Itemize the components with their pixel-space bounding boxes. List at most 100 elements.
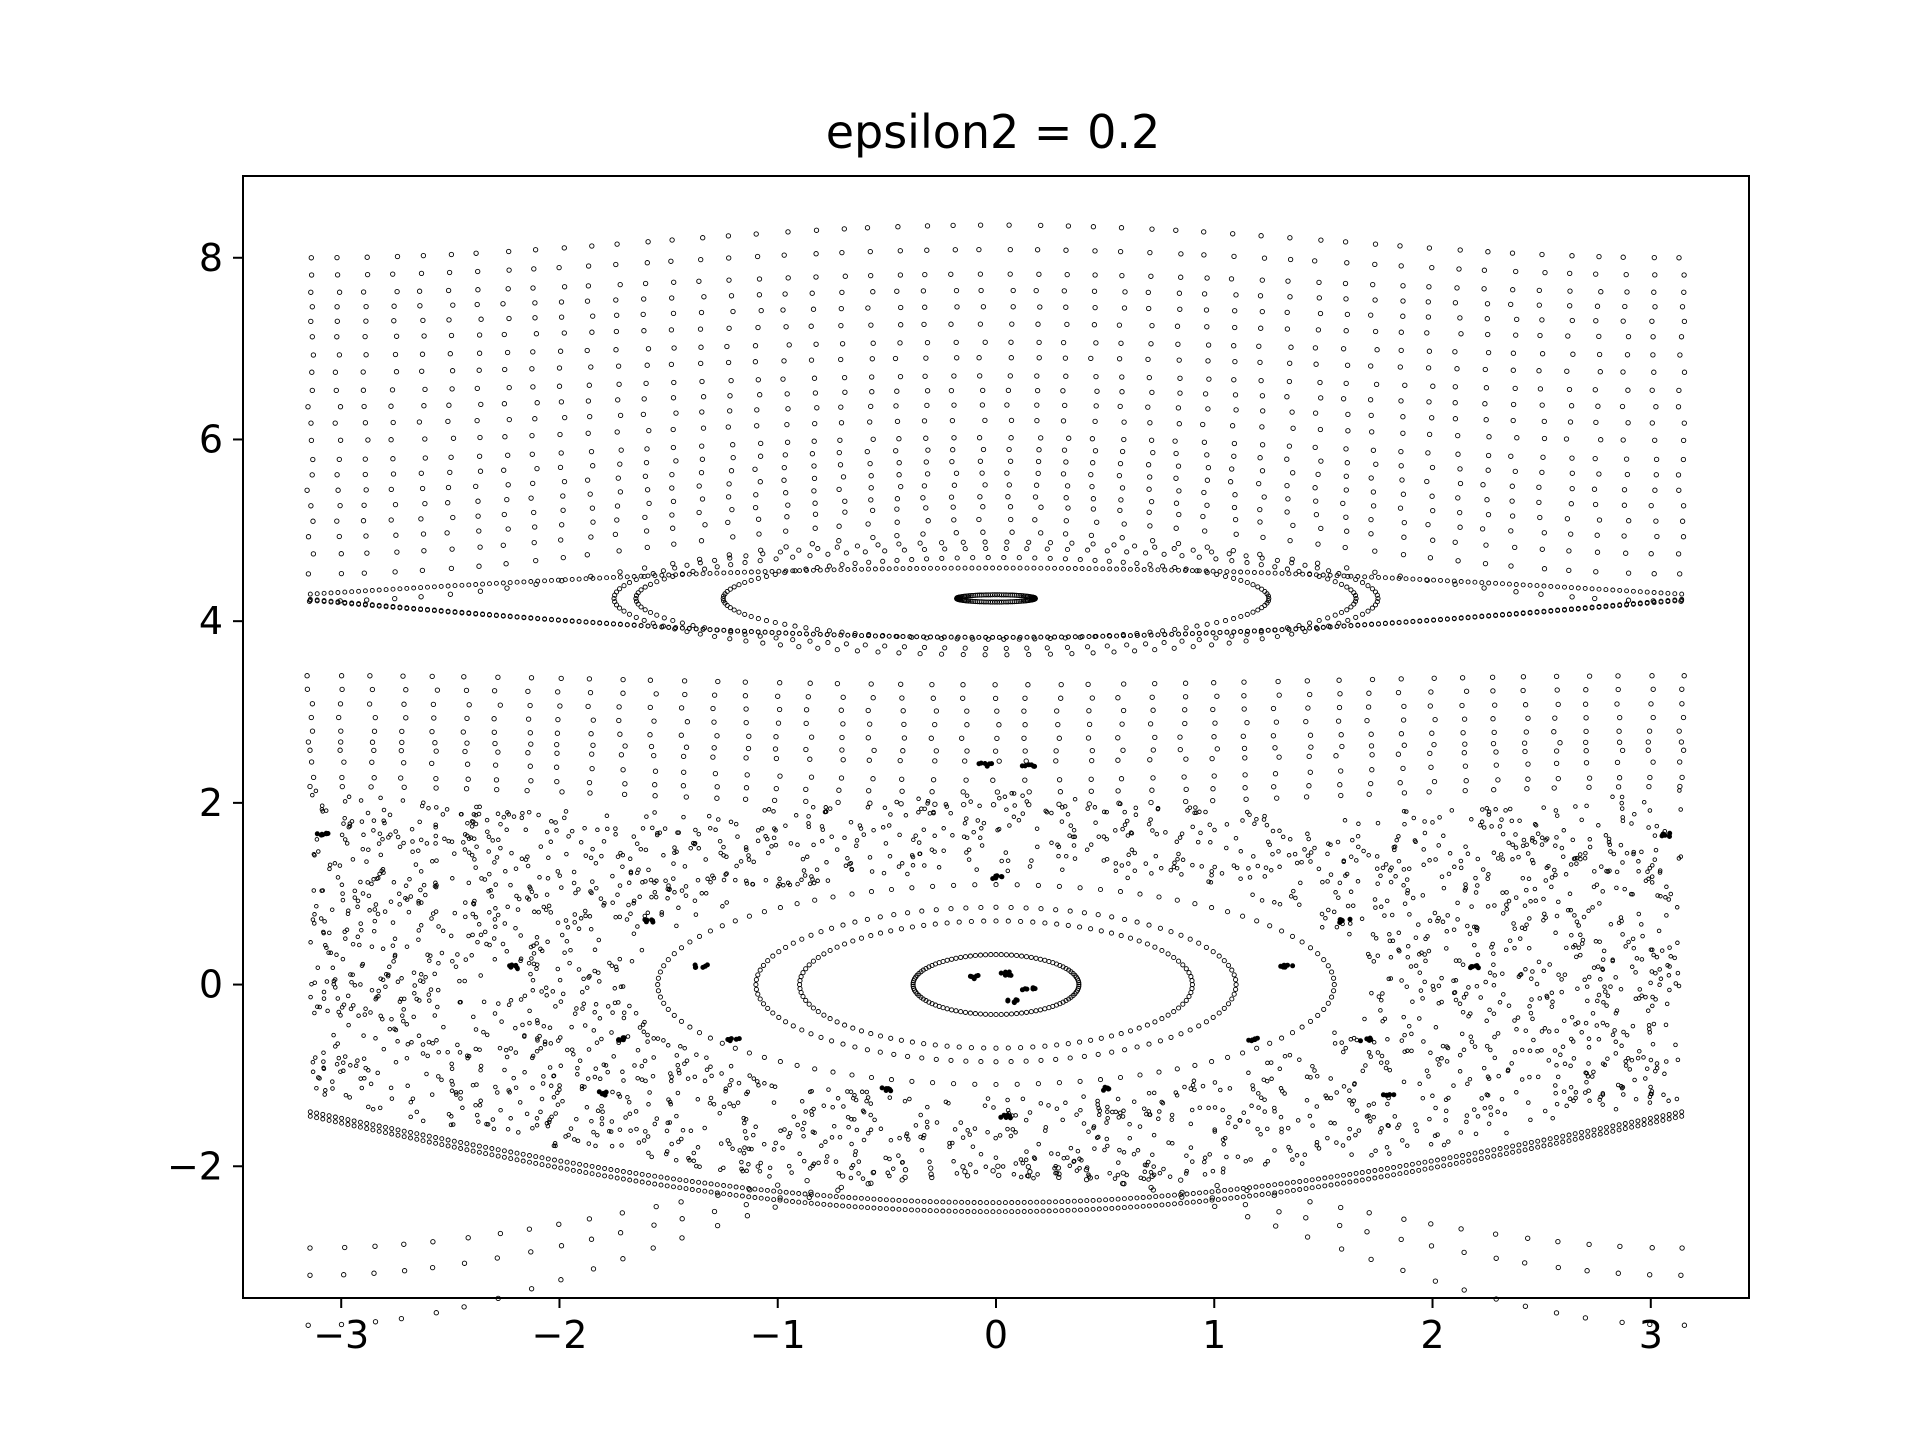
orbit-point [1146,486,1152,492]
orbit-point [587,413,593,420]
orbit-point [530,285,536,291]
orbit-point [1510,350,1517,356]
orbit-point [640,411,647,418]
orbit-point [728,468,735,474]
orbit-point [920,531,926,537]
orbit-point [725,233,732,239]
orbit-point [500,301,506,307]
orbit-point [814,405,820,411]
orbit-point [362,456,368,462]
orbit-point [390,419,396,426]
orbit-point [1119,448,1126,455]
orbit-point [1177,390,1183,396]
orbit-point [308,289,314,295]
orbit-point [701,294,707,300]
orbit-point [1592,455,1598,462]
orbit-point [448,565,455,572]
orbit-point [864,225,871,231]
orbit-point [558,314,565,320]
orbit-point [1676,487,1682,493]
orbit-point [560,493,566,499]
orbit-point [1176,488,1182,494]
orbit-point [449,368,456,374]
orbit-point [1201,229,1207,235]
orbit-point [953,287,960,294]
orbit-point [1677,571,1683,577]
orbit-point [669,237,675,243]
orbit-point [1286,378,1293,385]
orbit-point [1620,369,1626,375]
orbit-point [1093,403,1099,409]
orbit-point [503,561,509,567]
orbit-point [1542,269,1548,276]
orbit-point [1094,519,1100,525]
orbit-point [1176,511,1182,518]
orbit-point [444,530,450,536]
orbit-point [364,254,370,260]
orbit-point [1117,507,1123,514]
orbit-point [1231,253,1237,260]
orbit-point [1536,368,1542,374]
orbit-point [948,321,954,327]
orbit-point [1344,260,1350,266]
orbit-point [1510,417,1516,424]
orbit-point [560,507,566,513]
orbit-point [1090,506,1097,512]
orbit-point [1398,329,1404,335]
orbit-point [1567,419,1574,425]
orbit-point [590,463,596,469]
orbit-point [448,454,454,460]
orbit-point [1455,558,1461,564]
orbit-point [362,333,368,340]
orbit-point [1514,316,1520,323]
orbit-point [781,477,787,483]
orbit-point [1284,509,1290,515]
orbit-point [786,342,792,348]
orbit-point [698,256,704,263]
orbit-point [980,387,986,394]
orbit-point [1038,435,1044,441]
orbit-point [645,346,652,352]
orbit-point [977,271,984,277]
orbit-point [1034,417,1040,424]
orbit-point [585,398,592,404]
orbit-point [979,402,986,408]
orbit-point [842,498,848,504]
orbit-point [1316,279,1322,286]
orbit-point [870,436,876,442]
orbit-point [1681,289,1687,295]
orbit-point [1231,343,1237,349]
orbit-point [783,490,789,496]
orbit-point [1452,416,1459,422]
orbit-point [837,437,843,443]
orbit-point [1062,355,1069,361]
orbit-point [561,478,568,485]
orbit-point [1344,528,1350,534]
orbit-point [1287,360,1293,366]
orbit-point [894,288,900,294]
orbit-point [1565,333,1571,339]
orbit-point [450,435,457,441]
orbit-point [1261,494,1267,500]
orbit-point [1398,347,1404,354]
orbit-point [977,222,984,228]
orbit-point [1679,518,1686,524]
orbit-point [725,494,732,500]
orbit-point [588,364,594,370]
orbit-point [1092,248,1098,254]
orbit-point [476,367,482,373]
orbit-point [1088,355,1094,362]
orbit-point [1006,482,1012,488]
poincare-points [304,222,1688,1328]
orbit-point [1482,366,1488,373]
orbit-point [309,369,315,375]
orbit-point [870,340,876,346]
orbit-point [756,292,763,298]
orbit-point [505,482,511,488]
orbit-point [726,552,732,558]
orbit-point [867,248,873,255]
orbit-point [332,420,338,426]
orbit-point [980,446,987,453]
orbit-point [952,247,958,253]
orbit-point [808,323,814,329]
